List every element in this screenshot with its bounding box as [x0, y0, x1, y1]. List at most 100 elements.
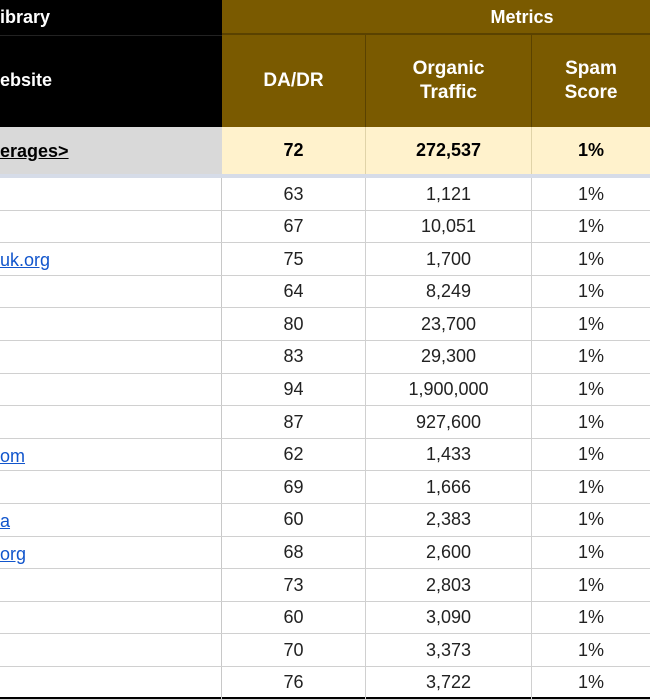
table-row: 76 3,722 1% — [0, 666, 650, 700]
website-column-header[interactable]: ebsite — [0, 70, 53, 90]
da-dr-cell[interactable]: 60 — [222, 503, 366, 536]
table-row: 80 23,700 1% — [0, 308, 650, 341]
library-band — [0, 0, 222, 36]
da-dr-cell[interactable]: 80 — [222, 308, 366, 341]
organic-traffic-cell[interactable]: 2,383 — [366, 503, 532, 536]
spam-score-cell[interactable]: 1% — [577, 216, 604, 237]
table-row: om 62 1,433 1% — [0, 438, 650, 472]
column-divider — [221, 666, 222, 699]
organic-traffic-cell[interactable]: 1,121 — [366, 178, 532, 210]
spam-score-cell[interactable]: 1% — [577, 574, 604, 595]
organic-traffic-cell[interactable]: 1,900,000 — [366, 373, 532, 406]
organic-traffic-cell[interactable]: 3,722 — [366, 666, 532, 699]
organic-traffic-cell[interactable]: 927,600 — [366, 406, 532, 439]
da-dr-cell[interactable]: 68 — [222, 536, 366, 569]
metrics-header: Metrics DA/DR Organic Traffic Spam Score — [222, 0, 650, 127]
spam-score-cell[interactable]: 1% — [577, 411, 604, 432]
organic-traffic-cell[interactable]: 3,090 — [366, 601, 532, 634]
table-row: 94 1,900,000 1% — [0, 373, 650, 407]
column-divider — [221, 210, 222, 243]
metrics-band — [222, 0, 650, 35]
averages-spam-score[interactable]: 1% — [577, 140, 604, 160]
metrics-title: Metrics — [490, 7, 554, 27]
spam-score-cell[interactable]: 1% — [577, 346, 604, 367]
spam-score-cell[interactable]: 1% — [577, 639, 604, 660]
column-divider — [221, 243, 222, 275]
table-row: a 60 2,383 1% — [0, 503, 650, 537]
da-dr-cell[interactable]: 73 — [222, 569, 366, 602]
website-link[interactable]: org — [0, 543, 27, 564]
column-divider — [221, 308, 222, 340]
spam-score-cell[interactable]: 1% — [577, 542, 604, 563]
da-dr-cell[interactable]: 64 — [222, 275, 366, 308]
spam-score-cell[interactable]: 1% — [577, 476, 604, 497]
website-header: ibrary ebsite — [0, 0, 222, 127]
organic-traffic-cell[interactable]: 3,373 — [366, 634, 532, 667]
data-rows: 63 1,121 1% 67 10,051 1% uk.org 75 1,700 1% 64 8,24… — [0, 178, 650, 700]
header-separator — [0, 174, 650, 178]
da-dr-cell[interactable]: 70 — [222, 634, 366, 667]
organic-traffic-column-header[interactable]: Organic Traffic — [366, 35, 532, 127]
column-divider — [221, 569, 222, 601]
column-divider — [221, 503, 222, 536]
spam-score-cell[interactable]: 1% — [577, 607, 604, 628]
da-dr-cell[interactable]: 76 — [222, 666, 366, 699]
table-row: uk.org 75 1,700 1% — [0, 243, 650, 276]
table-row: 70 3,373 1% — [0, 634, 650, 667]
website-link[interactable]: uk.org — [0, 250, 51, 271]
organic-traffic-cell[interactable]: 1,666 — [366, 471, 532, 504]
spam-score-cell[interactable]: 1% — [577, 672, 604, 693]
da-dr-cell[interactable]: 83 — [222, 340, 366, 373]
da-dr-cell[interactable]: 67 — [222, 210, 366, 243]
column-divider — [221, 438, 222, 471]
organic-traffic-cell[interactable]: 2,803 — [366, 569, 532, 602]
averages-organic-traffic[interactable]: 272,537 — [366, 127, 532, 174]
spam-score-cell[interactable]: 1% — [577, 379, 604, 400]
website-link[interactable]: om — [0, 445, 26, 466]
column-divider — [221, 536, 222, 569]
organic-traffic-cell[interactable]: 23,700 — [366, 308, 532, 341]
da-dr-cell[interactable]: 60 — [222, 601, 366, 634]
column-divider — [221, 406, 222, 438]
da-dr-cell[interactable]: 87 — [222, 406, 366, 439]
organic-traffic-cell[interactable]: 1,433 — [366, 438, 532, 471]
spam-score-cell[interactable]: 1% — [577, 183, 604, 204]
table-row: 67 10,051 1% — [0, 210, 650, 244]
table-row: 87 927,600 1% — [0, 406, 650, 439]
column-divider — [221, 275, 222, 308]
column-divider — [221, 634, 222, 666]
da-dr-cell[interactable]: 62 — [222, 438, 366, 471]
table-row: 83 29,300 1% — [0, 340, 650, 374]
averages-da-dr[interactable]: 72 — [222, 127, 366, 174]
library-title: ibrary — [0, 7, 51, 27]
organic-traffic-cell[interactable]: 10,051 — [366, 210, 532, 243]
column-divider — [221, 373, 222, 406]
spam-score-cell[interactable]: 1% — [577, 444, 604, 465]
column-divider — [221, 340, 222, 373]
spam-score-cell[interactable]: 1% — [577, 313, 604, 334]
organic-traffic-cell[interactable]: 2,600 — [366, 536, 532, 569]
organic-traffic-cell[interactable]: 29,300 — [366, 340, 532, 373]
spam-score-cell[interactable]: 1% — [577, 248, 604, 269]
da-dr-cell[interactable]: 94 — [222, 373, 366, 406]
averages-label-cell[interactable]: erages> — [0, 127, 222, 174]
spam-score-cell[interactable]: 1% — [577, 509, 604, 530]
da-dr-cell[interactable]: 63 — [222, 178, 366, 210]
da-dr-column-header[interactable]: DA/DR — [222, 35, 366, 127]
averages-label: erages> — [0, 141, 69, 161]
organic-traffic-cell[interactable]: 1,700 — [366, 243, 532, 276]
table-row: org 68 2,600 1% — [0, 536, 650, 570]
column-divider — [221, 178, 222, 210]
website-link[interactable]: a — [0, 510, 11, 531]
column-divider — [221, 601, 222, 634]
spam-score-cell[interactable]: 1% — [577, 281, 604, 302]
table-row: 63 1,121 1% — [0, 178, 650, 211]
da-dr-cell[interactable]: 75 — [222, 243, 366, 276]
table-row: 73 2,803 1% — [0, 569, 650, 602]
column-divider — [221, 471, 222, 503]
spam-score-column-header[interactable]: Spam Score — [532, 35, 650, 127]
table-row: 64 8,249 1% — [0, 275, 650, 309]
organic-traffic-cell[interactable]: 8,249 — [366, 275, 532, 308]
da-dr-cell[interactable]: 69 — [222, 471, 366, 504]
